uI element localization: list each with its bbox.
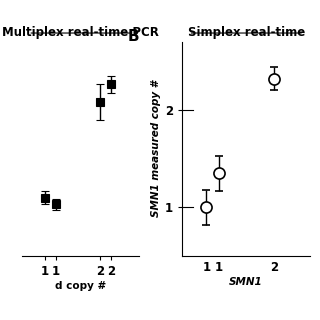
Title: Simplex real-time: Simplex real-time (188, 26, 305, 39)
Text: B: B (128, 29, 140, 44)
X-axis label: SMN1: SMN1 (229, 276, 263, 287)
X-axis label: d copy #: d copy # (55, 281, 106, 291)
Y-axis label: SMN1 measured copy #: SMN1 measured copy # (151, 80, 161, 217)
Title: Multiplex real-time PCR: Multiplex real-time PCR (2, 26, 159, 39)
